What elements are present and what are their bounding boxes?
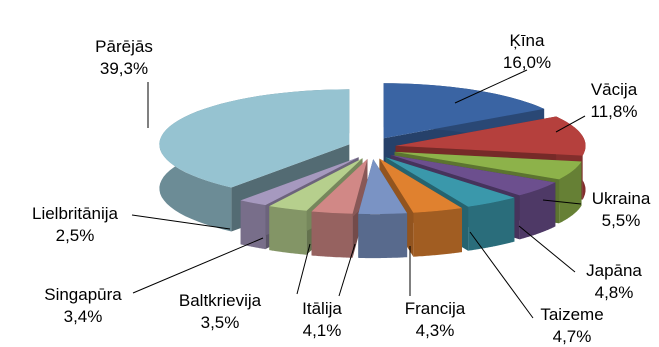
- slice-top: [395, 116, 586, 156]
- label-name-parejas: Pārējās: [95, 37, 153, 56]
- slice-top: [159, 89, 350, 188]
- leader-kina: [454, 69, 528, 104]
- label-value-vacija: 11,8%: [591, 102, 638, 121]
- slice-side: [468, 197, 515, 251]
- label-value-lielbritanija: 2,5%: [56, 226, 95, 245]
- label-value-ukraina: 5,5%: [602, 211, 641, 230]
- label-value-parejas: 39,3%: [100, 59, 148, 78]
- slice-side: [311, 211, 353, 258]
- slice-top: [390, 154, 556, 196]
- label-value-francija: 4,3%: [416, 321, 455, 340]
- label-value-japana: 4,8%: [595, 283, 634, 302]
- slice-italija: [358, 159, 408, 259]
- slice-top: [394, 151, 582, 180]
- slice-side: [269, 206, 307, 255]
- slice-top: [311, 158, 368, 214]
- pie-slices: [159, 83, 586, 259]
- label-name-japana: Japāna: [586, 261, 642, 280]
- slice-side: [240, 200, 266, 250]
- slice-top: [358, 159, 408, 215]
- label-name-italija: Itālija: [302, 299, 342, 318]
- leader-baltkrievija: [296, 243, 311, 295]
- label-value-taizeme: 4,7%: [553, 327, 592, 346]
- label-value-italija: 4,1%: [303, 321, 342, 340]
- label-name-kina: Ķīna: [510, 31, 546, 50]
- leader-singapura: [132, 237, 264, 294]
- label-name-singapura: Singapūra: [44, 285, 122, 304]
- slice-top: [379, 158, 463, 213]
- leader-ukraina: [542, 199, 582, 205]
- slice-top: [383, 83, 545, 139]
- slice-side: [413, 208, 462, 257]
- label-name-vacija: Vācija: [591, 80, 638, 99]
- slice-top: [240, 157, 359, 206]
- slice-top: [269, 158, 363, 211]
- label-name-francija: Francija: [405, 299, 466, 318]
- leader-italija: [338, 243, 356, 297]
- label-name-taizeme: Taizeme: [540, 305, 603, 324]
- slice-side: [559, 161, 582, 224]
- label-name-ukraina: Ukraina: [592, 189, 651, 208]
- leader-lines: [131, 69, 586, 319]
- label-name-baltkrievija: Baltkrievija: [179, 291, 262, 310]
- leader-japana: [518, 225, 576, 273]
- label-value-singapura: 3,4%: [64, 307, 103, 326]
- leader-lielbritanija: [131, 214, 231, 230]
- slice-side: [358, 213, 408, 259]
- slice-top: [385, 157, 515, 207]
- leader-taizeme: [469, 231, 534, 319]
- leader-vacija: [555, 115, 586, 133]
- slice-labels: Ķīna 16,0% Vācija 11,8% Ukraina 5,5% Japāna 4,8…: [32, 31, 651, 346]
- label-value-baltkrievija: 3,5%: [201, 313, 240, 332]
- label-name-lielbritanija: Lielbritānija: [32, 204, 119, 223]
- slice-side: [519, 182, 556, 240]
- label-value-kina: 16,0%: [503, 53, 551, 72]
